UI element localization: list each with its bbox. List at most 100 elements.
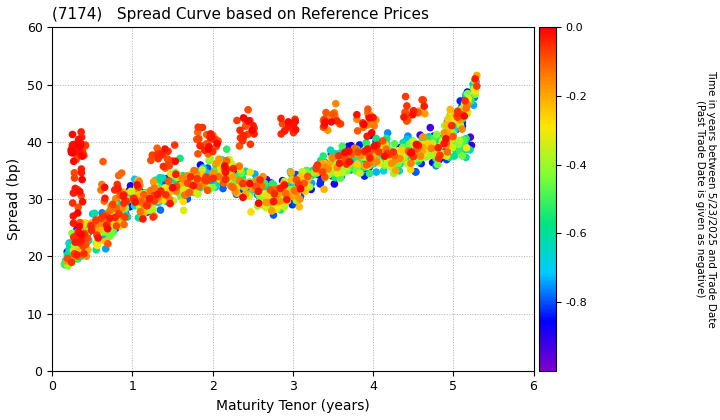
Point xyxy=(75,236,86,242)
Point xyxy=(120,210,131,217)
Point xyxy=(69,251,81,257)
Point xyxy=(413,149,424,155)
Point xyxy=(249,184,261,191)
Point xyxy=(415,160,427,167)
Point xyxy=(469,94,480,101)
Point xyxy=(395,155,406,162)
Point xyxy=(429,141,441,147)
Point xyxy=(333,154,344,161)
Point xyxy=(80,226,91,233)
Point xyxy=(73,136,84,143)
Point xyxy=(444,143,455,150)
Point xyxy=(233,163,245,169)
Point xyxy=(314,167,325,173)
Point xyxy=(392,150,404,156)
Point xyxy=(76,236,88,242)
Point xyxy=(145,157,157,164)
Point xyxy=(194,162,206,168)
Point xyxy=(351,146,363,152)
Point xyxy=(418,103,430,110)
Point xyxy=(136,198,148,205)
Point xyxy=(130,195,142,202)
Point xyxy=(63,240,75,247)
Point xyxy=(86,227,97,234)
Point xyxy=(72,255,84,262)
Point xyxy=(249,178,261,185)
Point xyxy=(107,206,119,213)
Point xyxy=(436,146,447,152)
Point xyxy=(246,181,257,188)
Point xyxy=(98,213,109,220)
Point xyxy=(297,178,308,185)
Point xyxy=(455,118,467,125)
Point xyxy=(192,172,203,178)
Point xyxy=(237,177,248,184)
Point xyxy=(116,170,127,176)
Point xyxy=(216,178,228,184)
Point xyxy=(220,165,232,172)
Point xyxy=(290,171,302,178)
Point xyxy=(442,118,454,124)
Point xyxy=(212,174,224,181)
Point xyxy=(361,121,373,128)
Point xyxy=(331,164,343,171)
Point xyxy=(342,151,354,158)
Point xyxy=(356,155,368,161)
Point xyxy=(371,135,382,142)
Point xyxy=(337,169,348,176)
Point xyxy=(461,144,472,151)
Point xyxy=(240,123,251,130)
Point xyxy=(243,118,254,124)
Point xyxy=(277,189,289,196)
Point xyxy=(108,222,120,229)
Point xyxy=(163,178,174,184)
Point xyxy=(138,191,150,198)
Point xyxy=(150,177,161,184)
Point xyxy=(138,210,150,217)
Point xyxy=(242,184,253,191)
Point xyxy=(68,249,80,256)
Point xyxy=(153,191,164,197)
Point xyxy=(162,162,174,168)
Point xyxy=(390,157,401,163)
Point xyxy=(258,180,270,186)
Point xyxy=(364,148,376,155)
Point xyxy=(432,140,444,147)
Point xyxy=(400,141,411,147)
Point xyxy=(243,193,255,199)
Point xyxy=(395,160,406,167)
Point xyxy=(339,152,351,159)
Point xyxy=(174,155,186,162)
Point xyxy=(149,195,161,202)
Point xyxy=(389,140,400,147)
Point xyxy=(126,189,138,195)
Point xyxy=(462,109,473,116)
Point xyxy=(318,116,330,123)
Point xyxy=(369,147,380,154)
Point xyxy=(100,220,112,227)
Point xyxy=(247,122,258,129)
Point xyxy=(104,231,115,237)
Point xyxy=(144,195,156,202)
Point xyxy=(240,118,252,125)
Point xyxy=(177,172,189,179)
Point xyxy=(288,123,300,130)
Point xyxy=(72,229,84,236)
Point xyxy=(180,186,192,193)
Point xyxy=(369,143,380,150)
Point xyxy=(217,179,228,186)
Point xyxy=(103,218,114,225)
Point xyxy=(418,150,430,156)
Point xyxy=(319,122,330,129)
Point xyxy=(197,166,208,173)
Point xyxy=(102,209,114,216)
Point xyxy=(389,162,400,169)
Point xyxy=(282,197,293,204)
Point xyxy=(189,188,201,195)
Point xyxy=(146,192,158,199)
Point xyxy=(148,214,159,220)
Point xyxy=(451,126,462,133)
Point xyxy=(118,200,130,207)
Point xyxy=(80,241,91,248)
Point xyxy=(197,124,208,131)
